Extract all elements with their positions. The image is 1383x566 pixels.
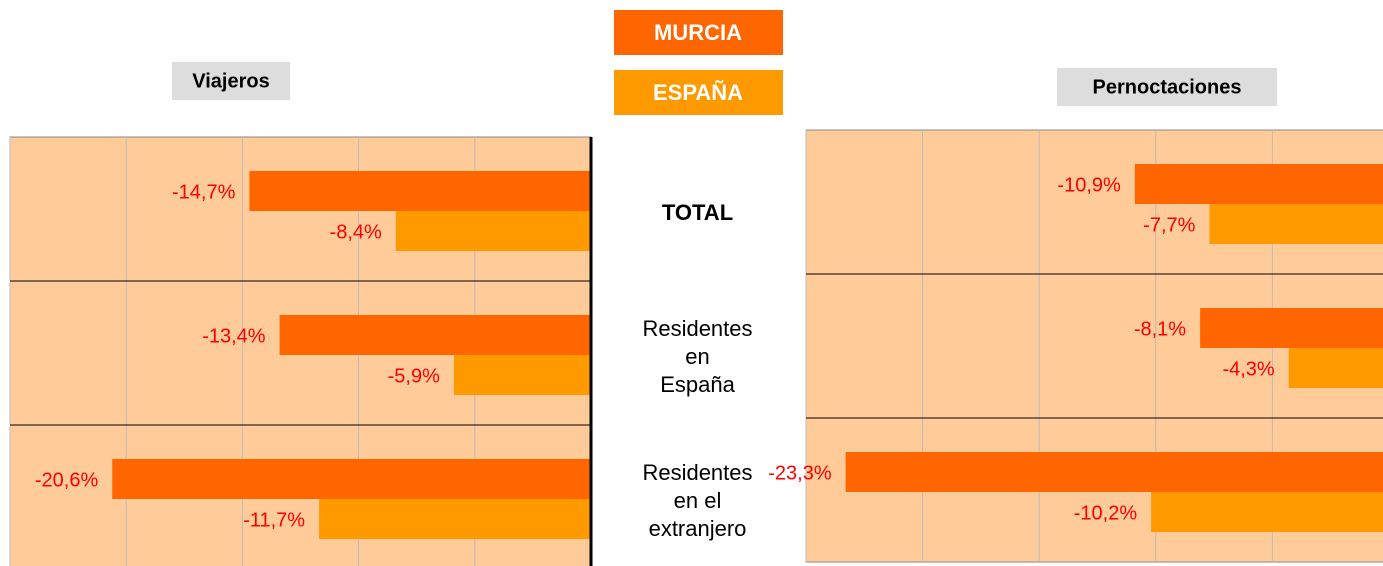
bar: [453, 355, 591, 395]
legend-swatch: [614, 10, 783, 55]
legend-label: MURCIA: [654, 20, 742, 45]
bar: [112, 459, 592, 499]
bar: [845, 452, 1383, 492]
bar: [1151, 492, 1383, 532]
value-label: -13,4%: [202, 325, 266, 347]
value-label: -4,3%: [1222, 358, 1274, 380]
panel-title: Pernoctaciones: [1093, 76, 1242, 98]
category-label: TOTAL: [661, 200, 734, 225]
value-label: -5,9%: [388, 365, 440, 387]
legend-label: ESPAÑA: [653, 80, 743, 105]
panel-title-box: [1057, 68, 1277, 106]
category-label: Residentes en España: [642, 316, 753, 397]
bar: [395, 211, 591, 251]
value-label: -10,9%: [1057, 174, 1121, 196]
bar: [1288, 348, 1383, 388]
bar: [279, 315, 591, 355]
value-label: -11,7%: [243, 509, 305, 531]
value-label: -8,4%: [330, 221, 382, 243]
bar: [249, 171, 591, 211]
value-label: -20,6%: [35, 469, 99, 491]
bar: [1134, 164, 1383, 204]
legend-swatch: [614, 70, 783, 115]
value-label: -23,3%: [768, 462, 832, 484]
value-label: -10,2%: [1074, 502, 1138, 524]
value-label: -7,7%: [1143, 214, 1195, 236]
value-label: -8,1%: [1134, 318, 1186, 340]
panel-title: Viajeros: [192, 70, 269, 92]
category-label: Residentes en el extranjero: [642, 460, 753, 541]
bar: [1209, 204, 1383, 244]
panel-title-box: [172, 62, 290, 100]
bar: [1200, 308, 1383, 348]
bar: [319, 499, 591, 539]
value-label: -14,7%: [172, 181, 236, 203]
